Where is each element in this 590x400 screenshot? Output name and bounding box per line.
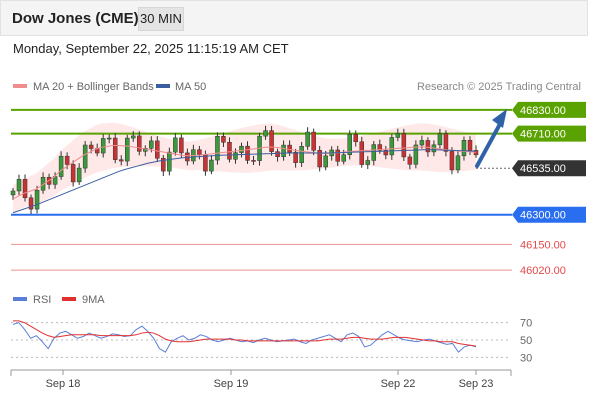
time-tick-label: Sep 23 [459, 378, 494, 390]
candle [155, 136, 160, 163]
candle [227, 137, 232, 163]
candle [317, 146, 322, 172]
chart-header: Dow Jones (CME) 30 MIN [0, 0, 588, 36]
bollinger-band [13, 122, 476, 213]
candle [269, 125, 274, 156]
legend-rsi-swatch [13, 297, 27, 301]
candle [58, 151, 64, 180]
research-credit: Research © 2025 Trading Central [417, 81, 581, 93]
level-value-2: 46535.00 [520, 163, 566, 175]
candle [221, 132, 226, 148]
level-tag-2 [512, 160, 586, 177]
timestamp: Monday, September 22, 2025 11:15:19 AM C… [13, 41, 289, 56]
level-value-1: 46710.00 [520, 129, 566, 141]
legend-ma20-label: MA 20 + Bollinger Bands [33, 81, 154, 93]
candle [124, 134, 130, 167]
candle [245, 141, 250, 164]
candle [112, 133, 118, 164]
rsi-tick-label: 70 [520, 318, 532, 330]
time-axis: Sep 18 Sep 19 Sep 22 Sep 23 [46, 370, 494, 390]
candle [281, 140, 286, 161]
candle [263, 125, 268, 140]
rsi-tick-label: 30 [520, 352, 532, 364]
moving-averages [12, 144, 477, 214]
time-tick-label: Sep 22 [381, 378, 416, 390]
timeframe-button[interactable]: 30 MIN [138, 7, 184, 31]
forecast-arrow-shaft [475, 122, 502, 168]
candle [437, 128, 443, 149]
candle [137, 131, 142, 156]
candle [16, 174, 22, 196]
level-tag-1 [512, 125, 586, 142]
level-tag-0 [512, 101, 586, 118]
candle [449, 147, 455, 175]
legend-ma50-swatch [156, 84, 170, 88]
candle [215, 132, 220, 165]
level-labels: 46830.00 46710.00 46535.00 46300.00 46150.00… [512, 101, 586, 277]
rsi-tick-label: 50 [520, 335, 532, 347]
candle [443, 130, 449, 157]
candlesticks [10, 125, 479, 215]
candle [395, 128, 401, 142]
candle [413, 140, 419, 169]
candle [161, 154, 166, 177]
legend-ma20-swatch [13, 84, 27, 88]
candle [401, 128, 407, 161]
level-value-0: 46830.00 [520, 105, 566, 117]
candle [106, 134, 112, 144]
ma20-line [12, 144, 477, 200]
rsi-pane: 70 50 30 [11, 318, 532, 364]
candle [70, 160, 76, 187]
candle [455, 150, 461, 174]
candle [299, 141, 304, 167]
candle [383, 145, 389, 160]
ma50-line [12, 149, 477, 214]
candle [118, 155, 124, 166]
legend-ma50-label: MA 50 [175, 81, 206, 93]
candle [76, 163, 82, 185]
candle [347, 130, 352, 160]
candle [353, 130, 358, 147]
rsi-ma-line [13, 320, 477, 347]
level-value-3: 46300.00 [520, 210, 566, 222]
candle [365, 156, 371, 170]
legend-9ma-label: 9MA [82, 294, 105, 306]
forecast-arrow-head [492, 109, 507, 128]
candle [335, 145, 340, 166]
time-tick-label: Sep 19 [214, 378, 249, 390]
candle [10, 188, 16, 200]
legend-rsi-label: RSI [33, 294, 51, 306]
candle [209, 155, 214, 175]
level-value-4: 46150.00 [520, 239, 566, 251]
legend-9ma-swatch [62, 297, 76, 301]
candle [173, 133, 178, 156]
candle [293, 148, 298, 168]
candle [22, 174, 28, 202]
instrument-title: Dow Jones (CME) [12, 10, 139, 27]
candle [167, 147, 172, 176]
candle [179, 134, 184, 158]
time-tick-label: Sep 18 [46, 378, 81, 390]
candle [100, 134, 106, 158]
candle [305, 127, 310, 150]
candle [34, 185, 40, 214]
candle [275, 148, 280, 162]
candle [257, 132, 262, 166]
bollinger-band-area [13, 122, 476, 213]
level-value-5: 46020.00 [520, 265, 566, 277]
candle [28, 194, 34, 215]
candle [131, 131, 136, 142]
candle [311, 128, 316, 156]
candle [323, 150, 328, 171]
candle [461, 136, 467, 161]
candle [407, 153, 413, 170]
level-tag-3 [512, 206, 586, 223]
price-levels [11, 108, 512, 271]
candle [82, 140, 88, 173]
candle [371, 140, 377, 166]
candle [389, 134, 395, 160]
candle [251, 155, 256, 165]
